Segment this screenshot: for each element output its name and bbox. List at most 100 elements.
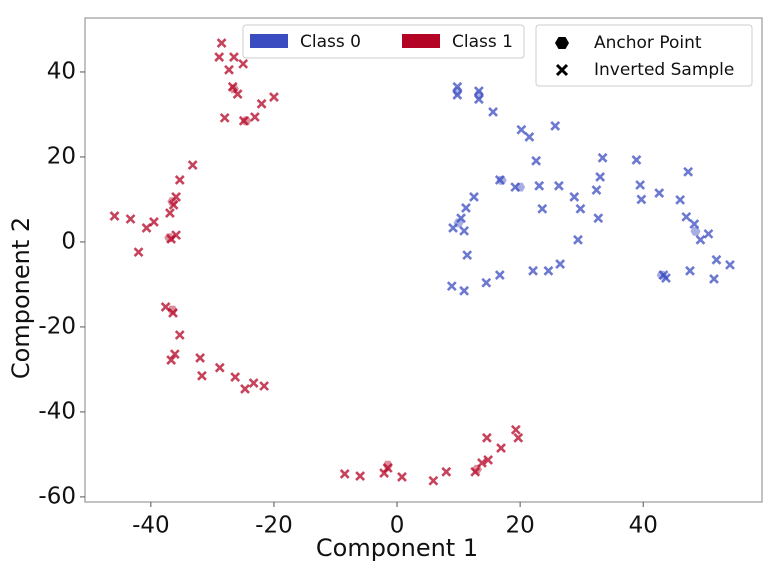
inverted-sample bbox=[597, 152, 608, 163]
inverted-sample bbox=[488, 106, 498, 117]
inverted-sample bbox=[494, 270, 505, 281]
inverted-sample bbox=[534, 180, 545, 191]
x-tick-label: 40 bbox=[629, 513, 658, 539]
inverted-sample bbox=[166, 234, 177, 244]
inverted-sample bbox=[459, 285, 470, 296]
legend-label: Class 1 bbox=[452, 32, 513, 52]
inverted-sample bbox=[456, 213, 466, 224]
inverted-sample bbox=[165, 208, 175, 218]
legend-label: Anchor Point bbox=[594, 33, 702, 53]
inverted-sample bbox=[528, 265, 538, 276]
inverted-sample bbox=[683, 166, 694, 177]
inverted-sample bbox=[569, 191, 580, 202]
inverted-sample bbox=[635, 180, 646, 190]
inverted-sample bbox=[595, 172, 606, 182]
inverted-sample bbox=[510, 182, 521, 193]
inverted-sample bbox=[473, 86, 484, 97]
inverted-sample bbox=[470, 466, 481, 477]
inverted-sample bbox=[725, 259, 735, 270]
inverted-sample bbox=[141, 222, 152, 233]
inverted-sample bbox=[428, 475, 439, 486]
inverted-sample bbox=[109, 211, 120, 221]
plot-frame bbox=[84, 17, 763, 503]
inverted-sample bbox=[133, 247, 144, 258]
inverted-sample bbox=[591, 185, 602, 196]
y-tick-label: -40 bbox=[38, 398, 76, 424]
inverted-sample bbox=[229, 52, 239, 63]
inverted-sample bbox=[195, 353, 206, 363]
inverted-sample bbox=[709, 273, 719, 284]
legend-patch bbox=[250, 34, 288, 48]
legend-hexagon bbox=[555, 37, 569, 49]
inverted-sample bbox=[483, 455, 494, 465]
inverted-sample bbox=[477, 457, 487, 468]
inverted-sample bbox=[510, 424, 521, 435]
inverted-sample bbox=[256, 98, 267, 109]
inverted-sample bbox=[249, 112, 260, 122]
legend-patch bbox=[402, 34, 440, 48]
inverted-sample bbox=[573, 234, 583, 245]
y-tick-label: 20 bbox=[47, 143, 76, 169]
inverted-sample bbox=[187, 160, 198, 170]
inverted-sample bbox=[214, 52, 225, 63]
x-axis-label: Component 1 bbox=[316, 534, 478, 562]
inverted-sample bbox=[224, 64, 234, 75]
inverted-sample bbox=[149, 217, 159, 227]
inverted-sample bbox=[125, 214, 136, 224]
inverted-sample bbox=[550, 121, 561, 131]
inverted-sample bbox=[448, 222, 458, 233]
legend-label: Class 0 bbox=[300, 32, 361, 52]
inverted-sample bbox=[553, 180, 564, 191]
inverted-sample bbox=[238, 58, 249, 69]
x-tick-label: 20 bbox=[505, 513, 534, 539]
x-tick-label: -40 bbox=[132, 513, 170, 539]
inverted-sample bbox=[238, 115, 249, 126]
inverted-sample bbox=[469, 191, 479, 202]
inverted-sample bbox=[169, 349, 180, 360]
y-tick-label: -20 bbox=[38, 313, 76, 339]
inverted-sample bbox=[681, 211, 692, 222]
inverted-sample bbox=[160, 302, 171, 312]
inverted-sample bbox=[481, 432, 492, 443]
inverted-sample bbox=[240, 384, 250, 394]
y-tick-label: -60 bbox=[38, 483, 76, 509]
inverted-sample bbox=[219, 112, 230, 123]
x-tick-label: -20 bbox=[255, 513, 293, 539]
inverted-sample bbox=[339, 469, 350, 479]
inverted-sample bbox=[695, 234, 706, 245]
inverted-sample bbox=[494, 174, 505, 185]
inverted-sample bbox=[397, 472, 407, 482]
inverted-sample bbox=[654, 188, 665, 198]
inverted-sample bbox=[446, 281, 457, 292]
inverted-sample bbox=[168, 307, 178, 318]
inverted-sample bbox=[248, 378, 259, 388]
inverted-sample bbox=[636, 194, 647, 205]
legend-x bbox=[555, 63, 569, 77]
inverted-sample bbox=[513, 432, 524, 443]
inverted-sample bbox=[166, 355, 177, 365]
inverted-sample bbox=[496, 443, 506, 453]
inverted-sample bbox=[481, 277, 492, 288]
inverted-sample bbox=[537, 203, 548, 214]
legend-label: Inverted Sample bbox=[594, 60, 734, 80]
y-tick-label: 40 bbox=[47, 58, 76, 84]
y-tick-label: 0 bbox=[61, 228, 76, 254]
inverted-sample bbox=[555, 259, 566, 269]
inverted-sample bbox=[441, 466, 452, 477]
inverted-sample bbox=[379, 468, 390, 479]
inverted-sample bbox=[452, 89, 463, 100]
anchor-point bbox=[240, 115, 253, 126]
inverted-sample bbox=[171, 191, 182, 202]
class-legend bbox=[242, 24, 525, 59]
inverted-sample bbox=[661, 273, 671, 283]
inverted-sample bbox=[269, 92, 279, 102]
inverted-sample bbox=[593, 213, 604, 224]
inverted-sample bbox=[473, 94, 484, 105]
inverted-sample bbox=[230, 372, 241, 382]
inverted-sample bbox=[174, 330, 185, 340]
inverted-sample bbox=[459, 225, 470, 236]
inverted-sample bbox=[543, 265, 554, 276]
inverted-sample bbox=[689, 219, 700, 230]
inverted-sample bbox=[524, 132, 535, 142]
